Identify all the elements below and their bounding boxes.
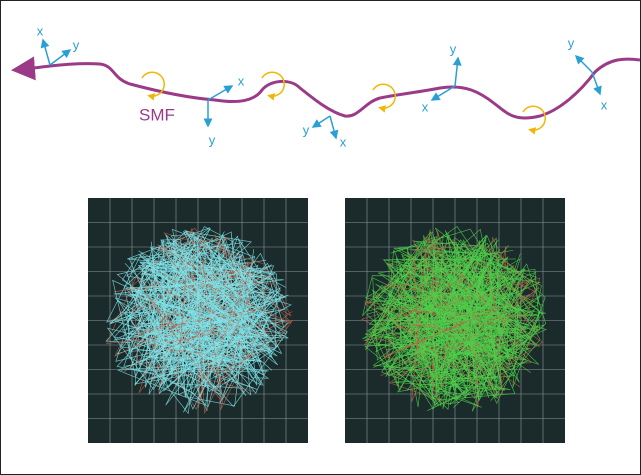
y-axis-label: y bbox=[303, 122, 310, 137]
x-axis-label: x bbox=[37, 23, 44, 38]
y-axis-label: y bbox=[73, 37, 80, 52]
x-axis-label: x bbox=[422, 99, 429, 114]
scope-image bbox=[88, 198, 308, 443]
y-axis-label: y bbox=[450, 41, 457, 56]
scope-image bbox=[345, 198, 565, 443]
x-axis-label: x bbox=[601, 97, 608, 112]
x-axis-label: x bbox=[238, 73, 245, 88]
y-axis-label: y bbox=[568, 35, 575, 50]
fiber-label: SMF bbox=[139, 105, 175, 124]
y-axis-label: y bbox=[209, 132, 216, 147]
x-axis-label: x bbox=[340, 134, 347, 149]
diagram: SMF x y x y x y x y x y bbox=[0, 0, 641, 475]
